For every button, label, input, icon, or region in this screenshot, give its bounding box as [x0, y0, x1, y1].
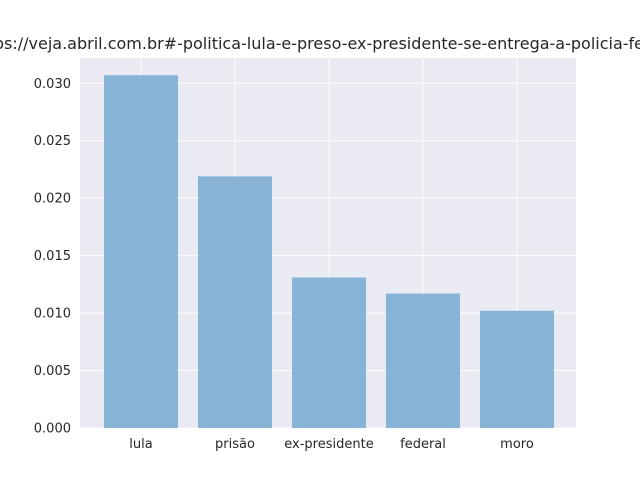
x-tick-label: moro: [500, 437, 534, 452]
y-tick-label: 0.000: [34, 422, 71, 437]
y-axis-ticks: 0.000 0.005 0.010 0.015 0.020 0.025 0.030: [34, 77, 71, 437]
chart-title: https://veja.abril.com.br#-politica-lula…: [0, 34, 640, 53]
y-tick-label: 0.020: [34, 192, 71, 207]
y-tick-label: 0.005: [34, 364, 71, 379]
x-tick-label: federal: [400, 437, 446, 452]
bar-prisão: [198, 176, 272, 428]
y-tick-label: 0.025: [34, 134, 71, 149]
bar-moro: [480, 310, 554, 428]
bar-ex-presidente: [292, 277, 366, 428]
y-tick-label: 0.010: [34, 307, 71, 322]
x-tick-label: prisão: [215, 437, 255, 452]
x-tick-label: lula: [129, 437, 152, 452]
x-tick-label: ex-presidente: [284, 437, 373, 452]
bars-group: [104, 75, 554, 428]
y-tick-label: 0.015: [34, 249, 71, 264]
x-axis-ticks: lula prisão ex-presidente federal moro: [129, 437, 534, 452]
y-tick-label: 0.030: [34, 77, 71, 92]
bar-lula: [104, 75, 178, 428]
bar-federal: [386, 293, 460, 428]
